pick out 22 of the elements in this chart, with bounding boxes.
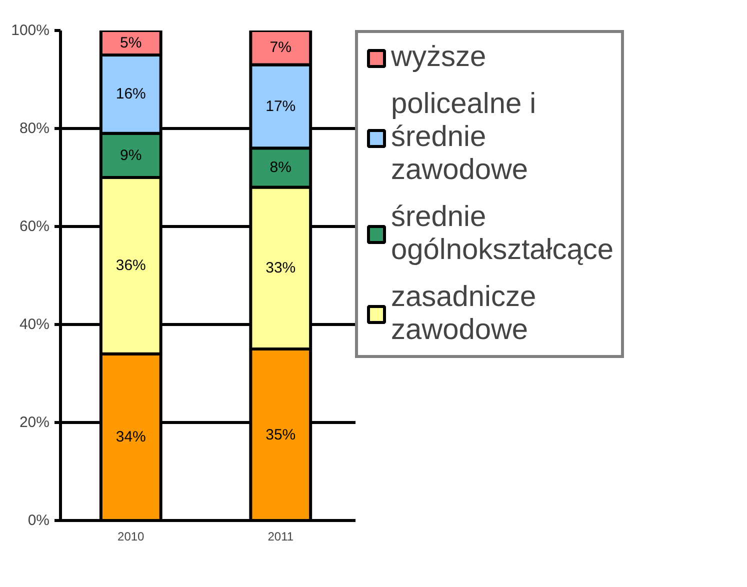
- y-tick-label: 80%: [19, 120, 50, 137]
- legend-label: policealne i średnie zawodowe: [391, 88, 536, 187]
- legend-label: średnie ogólnokształcące: [391, 201, 614, 267]
- data-label: 35%: [266, 426, 296, 444]
- data-label: 34%: [116, 428, 146, 446]
- data-label: 8%: [270, 159, 292, 176]
- y-tick-label: 40%: [19, 316, 50, 333]
- x-tick-label: 2010: [118, 530, 145, 544]
- legend-label: wyższe: [391, 41, 486, 74]
- y-tick-label: 100%: [11, 22, 50, 39]
- y-tick-label: 20%: [19, 414, 50, 431]
- data-label: 36%: [116, 257, 146, 274]
- y-tick-label: 0%: [28, 512, 50, 529]
- x-tick-label: 2011: [268, 530, 294, 544]
- data-label: 16%: [116, 86, 146, 103]
- data-label: 17%: [266, 98, 296, 115]
- data-label: 7%: [270, 39, 292, 56]
- data-label: 5%: [120, 34, 142, 52]
- y-tick-label: 60%: [19, 218, 50, 235]
- data-label: 9%: [120, 146, 142, 164]
- data-label: 33%: [266, 260, 296, 277]
- legend-label: zasadnicze zawodowe: [391, 281, 536, 347]
